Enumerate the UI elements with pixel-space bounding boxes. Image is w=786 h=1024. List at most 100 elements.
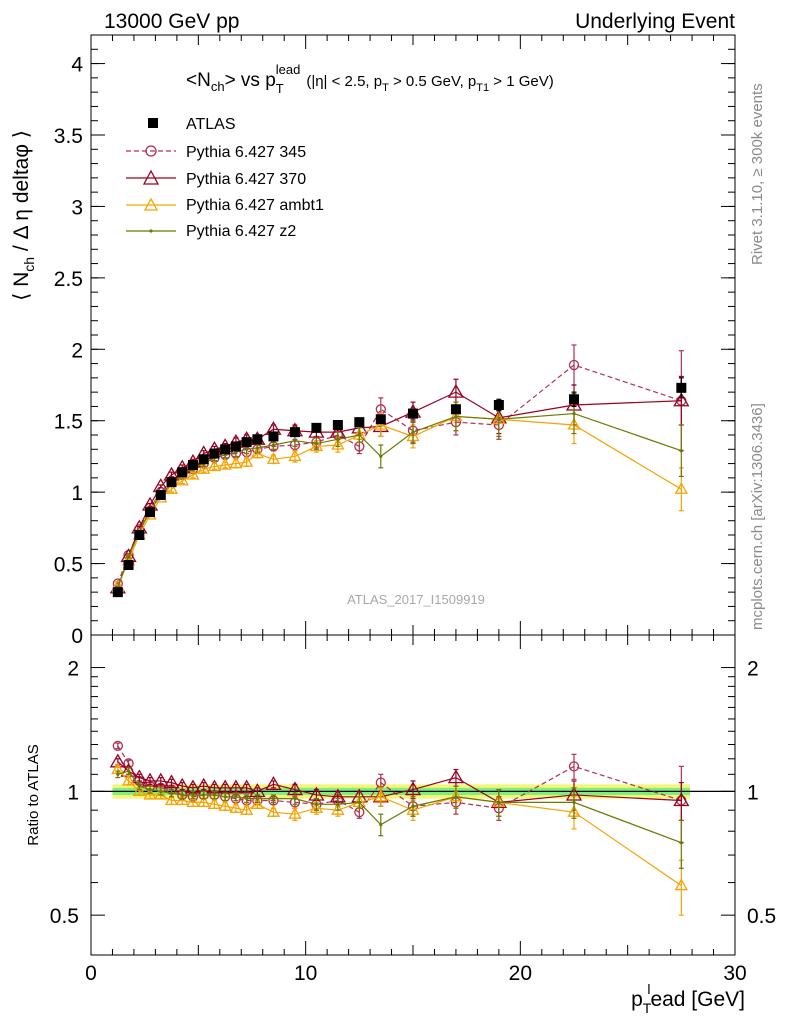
legend-z2: Pythia 6.427 z2 — [126, 223, 296, 240]
data-point-ambt1 — [674, 878, 688, 891]
data-point-ambt1 — [121, 773, 136, 786]
data-point-atlas — [676, 382, 687, 393]
legend-atlas: ATLAS — [148, 116, 236, 133]
data-point-ambt1 — [229, 800, 243, 813]
legend-z2-label: Pythia 6.427 z2 — [186, 223, 296, 240]
data-point-atlas — [220, 444, 231, 455]
legend-p370: Pythia 6.427 370 — [126, 169, 306, 188]
ratio-series — [109, 740, 690, 916]
data-point-ambt1 — [197, 795, 211, 808]
data-point-z2 — [454, 795, 458, 799]
data-point-p370 — [238, 779, 255, 794]
ratio-ytick-label: 1 — [67, 781, 79, 804]
data-point-atlas — [155, 490, 166, 500]
main-ytick-label: 2.5 — [54, 268, 83, 291]
data-point-atlas — [450, 404, 461, 415]
data-point-atlas — [354, 417, 365, 428]
data-point-atlas — [268, 431, 279, 442]
data-point-z2 — [212, 793, 217, 797]
data-point-atlas — [241, 437, 252, 448]
title-main: <N — [186, 70, 211, 91]
ratio-xtick-label: 10 — [294, 962, 317, 985]
data-point-z2 — [411, 804, 415, 808]
data-point-ambt1 — [674, 481, 688, 494]
ratio-ticks: 0.5 0.51 12 20 10 20 30 — [50, 635, 776, 985]
data-point-z2 — [271, 797, 276, 801]
data-point-atlas — [198, 454, 209, 465]
legend-atlas-label: ATLAS — [186, 116, 236, 133]
data-point-ambt1 — [240, 454, 254, 467]
title-mid-sub: T — [276, 81, 284, 96]
data-point-z2 — [336, 802, 340, 806]
legend-p345-label: Pythia 6.427 345 — [186, 144, 306, 161]
data-point-ambt1 — [218, 798, 232, 811]
data-point-atlas — [166, 477, 177, 488]
data-point-atlas — [375, 414, 386, 425]
data-point-ambt1 — [164, 793, 179, 806]
data-point-atlas — [311, 422, 322, 433]
ratio-xtick-label: 30 — [723, 962, 746, 985]
data-point-p345 — [568, 761, 580, 772]
data-point-atlas — [332, 420, 343, 430]
data-point-ambt1 — [374, 789, 388, 802]
data-point-z2 — [245, 447, 249, 451]
analysis-watermark: ATLAS_2017_I1509919 — [347, 592, 485, 607]
data-point-z2 — [159, 789, 163, 793]
data-point-z2 — [255, 446, 259, 450]
ratio-ytick-label-right: 1 — [747, 781, 759, 804]
data-point-ambt1 — [331, 437, 345, 450]
legend-ambt1-marker — [143, 197, 159, 211]
data-point-p370 — [673, 792, 690, 807]
data-point-p370 — [152, 772, 169, 787]
title-cuts-sub1: T — [382, 82, 389, 94]
main-ytick-label: 2 — [71, 339, 83, 362]
xlabel-b: ead [GeV] — [650, 988, 745, 1011]
data-point-ambt1 — [266, 804, 281, 817]
data-point-ambt1 — [175, 793, 189, 806]
data-point-z2 — [116, 772, 120, 776]
data-point-z2 — [411, 430, 415, 434]
data-point-ambt1 — [288, 449, 302, 462]
series-z2 — [115, 392, 684, 590]
data-point-z2 — [137, 784, 141, 788]
data-point-z2 — [126, 554, 131, 559]
data-point-ambt1 — [207, 796, 222, 809]
ratio-xtick-label: 20 — [509, 962, 532, 985]
main-plot: 00.511.522.533.54 <Nch> vs pTlead(|η| < … — [10, 34, 736, 648]
series-z2 — [115, 767, 684, 869]
legend-p370-label: Pythia 6.427 370 — [186, 171, 306, 188]
series-atlas — [112, 377, 687, 598]
data-point-z2 — [245, 797, 249, 801]
data-point-atlas — [209, 448, 220, 459]
data-point-p370 — [447, 769, 465, 784]
data-point-z2 — [497, 417, 501, 421]
data-point-atlas — [145, 507, 156, 518]
data-point-ambt1 — [288, 806, 302, 819]
main-ytick-label: 0 — [71, 625, 83, 648]
header-right: Underlying Event — [575, 10, 735, 33]
data-point-atlas — [252, 434, 263, 445]
data-point-atlas — [289, 427, 300, 438]
data-point-z2 — [126, 769, 131, 773]
data-point-ambt1 — [229, 456, 243, 469]
main-ylabel-sub: ch — [21, 257, 37, 272]
data-point-atlas — [123, 560, 134, 570]
xlabel-sup: l — [647, 981, 650, 997]
data-point-ambt1 — [186, 467, 200, 480]
title-cuts-end: > 1 GeV) — [489, 73, 554, 90]
data-point-ambt1 — [309, 800, 323, 813]
data-point-z2 — [379, 454, 383, 459]
title-cuts: (|η| < 2.5, p — [306, 73, 382, 90]
data-point-z2 — [223, 795, 227, 799]
data-point-z2 — [379, 823, 383, 827]
data-point-ambt1 — [266, 451, 281, 464]
data-point-atlas — [408, 408, 418, 419]
title-main-sub: ch — [211, 79, 225, 94]
data-point-z2 — [357, 800, 361, 805]
data-point-z2 — [679, 449, 683, 453]
data-point-ambt1 — [186, 795, 200, 808]
data-point-p370 — [404, 781, 422, 796]
data-point-p345 — [112, 740, 123, 752]
data-point-z2 — [202, 793, 206, 797]
